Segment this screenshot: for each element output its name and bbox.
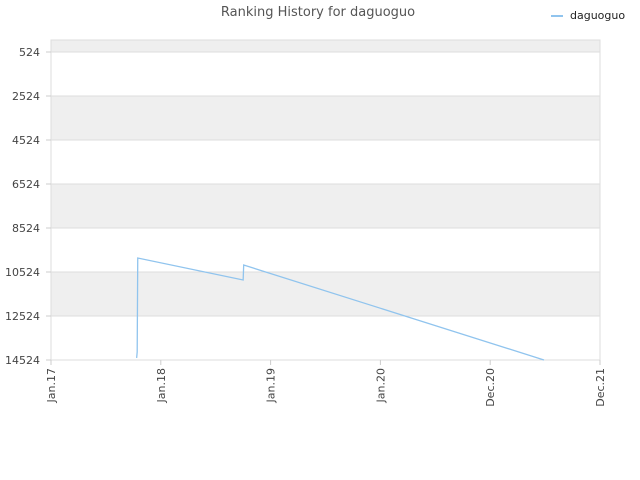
x-tick-label: Jan.18 [155, 368, 168, 403]
y-tick-label: 12524 [5, 310, 40, 323]
y-tick-label: 2524 [12, 90, 40, 103]
x-tick-label: Dec.20 [484, 368, 497, 407]
grid-band [51, 183, 600, 228]
grid-band [51, 315, 600, 360]
y-tick-label: 524 [19, 46, 40, 59]
grid-band [51, 227, 600, 272]
y-tick-label: 6524 [12, 178, 40, 191]
grid-band [51, 95, 600, 140]
legend-label: daguoguo [570, 9, 625, 22]
x-tick-label: Jan.19 [265, 368, 278, 403]
y-tick-label: 10524 [5, 266, 40, 279]
line [135, 257, 545, 361]
chart-title: Ranking History for daguoguo [221, 5, 415, 20]
x-tick-label: Jan.17 [45, 368, 58, 403]
grid-band [51, 40, 600, 52]
y-tick-label: 8524 [12, 222, 40, 235]
grid-band [51, 271, 600, 316]
y-tick-label: 14524 [5, 354, 40, 367]
y-tick-label: 4524 [12, 134, 40, 147]
x-tick-label: Jan.20 [374, 368, 387, 403]
grid-band [51, 51, 600, 96]
grid-band [51, 139, 600, 184]
x-tick-label: Dec.21 [594, 368, 607, 407]
